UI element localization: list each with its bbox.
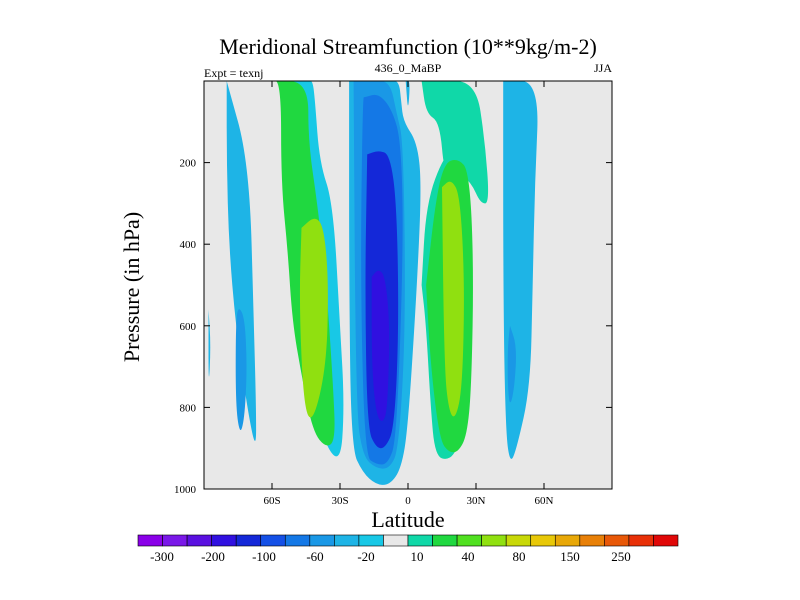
x-tick-label-2: 0: [405, 495, 411, 507]
x-ticks: 60S 30S 0 30N 60N: [263, 81, 554, 507]
subtitle-left: Expt = texnj: [204, 66, 263, 80]
colorbar-swatch-1: [162, 534, 188, 547]
colorbar-swatch-16: [530, 534, 556, 547]
colorbar-swatch-15: [505, 534, 532, 547]
contour-fill-17: [507, 325, 516, 403]
y-axis-label: Pressure (in hPa): [119, 212, 144, 362]
y-tick-label-0: 200: [180, 158, 197, 170]
chart-title: Meridional Streamfunction (10**9kg/m-2): [219, 34, 597, 59]
colorbar-swatch-7: [309, 534, 335, 547]
contour-fill-11: [405, 81, 410, 106]
colorbar-swatch-2: [186, 534, 212, 547]
subtitle-right: JJA: [594, 61, 612, 75]
colorbar-swatch-20: [628, 534, 654, 547]
colorbar-swatch-14: [481, 534, 507, 547]
colorbar-swatch-17: [554, 534, 581, 547]
colorbar-labels: -300 -200 -100 -60 -20 10 40 80 150 250: [150, 549, 631, 564]
subtitle-center: 436_0_MaBP: [375, 61, 442, 75]
colorbar-label-5: 10: [411, 549, 424, 564]
colorbar-swatch-4: [235, 534, 262, 547]
contour-fill-0: [226, 81, 257, 442]
contour-fill-5: [299, 218, 328, 418]
colorbar-swatch-12: [432, 534, 458, 547]
contour-fill-12: [421, 81, 489, 204]
x-tick-label-1: 30S: [331, 495, 348, 507]
colorbar-label-9: 250: [611, 549, 631, 564]
x-tick-label-4: 60N: [535, 495, 554, 507]
colorbar-swatch-18: [579, 534, 605, 547]
y-tick-label-2: 600: [180, 321, 197, 333]
colorbar-label-4: -20: [357, 549, 374, 564]
colorbar-label-1: -200: [201, 549, 225, 564]
colorbar-label-0: -300: [150, 549, 174, 564]
y-ticks: 200 400 600 800 1000: [174, 158, 612, 496]
y-tick-label-3: 800: [180, 402, 197, 414]
contour-fill-15: [442, 181, 464, 417]
y-tick-label-1: 400: [180, 239, 197, 251]
colorbar-swatch-8: [334, 534, 360, 547]
colorbar-swatch-5: [260, 534, 286, 547]
colorbar-swatch-10: [383, 534, 409, 547]
colorbar-swatch-3: [211, 534, 237, 547]
contour-layer: [208, 81, 538, 485]
colorbar-swatch-21: [653, 534, 679, 547]
colorbar-swatch-13: [456, 534, 482, 547]
contour-fill-1: [235, 309, 247, 431]
colorbar-swatch-19: [604, 534, 630, 547]
y-tick-label-4: 1000: [174, 484, 197, 496]
x-tick-label-0: 60S: [263, 495, 280, 507]
colorbar-label-2: -100: [252, 549, 276, 564]
colorbar-label-3: -60: [306, 549, 323, 564]
colorbar-swatch-9: [358, 534, 384, 547]
x-axis-label: Latitude: [371, 507, 444, 532]
colorbar-swatch-0: [137, 534, 163, 547]
colorbar-swatch-11: [407, 534, 433, 547]
colorbar-swatch-6: [284, 534, 311, 547]
colorbar-label-6: 40: [462, 549, 475, 564]
colorbar: [137, 534, 679, 547]
colorbar-label-7: 80: [513, 549, 526, 564]
contour-fill-10: [371, 270, 390, 421]
x-tick-label-3: 30N: [467, 495, 486, 507]
colorbar-label-8: 150: [560, 549, 580, 564]
